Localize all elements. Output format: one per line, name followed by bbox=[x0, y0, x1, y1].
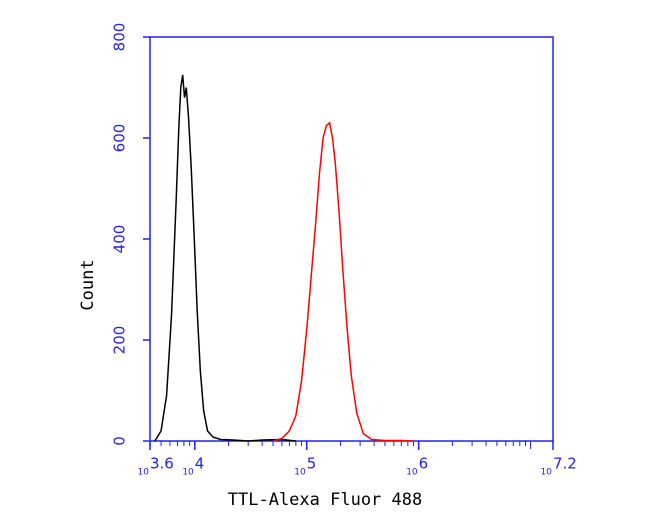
y-tick-label: 0 bbox=[111, 436, 129, 446]
x-tick-exponent: 6 bbox=[419, 455, 429, 473]
histogram-line bbox=[154, 74, 296, 442]
x-axis-title: TTL-Alexa Fluor 488 bbox=[228, 490, 422, 510]
x-tick-exponent: 7.2 bbox=[553, 455, 577, 473]
y-tick-label: 600 bbox=[111, 124, 129, 153]
x-tick-exponent: 3.6 bbox=[150, 455, 174, 473]
x-tick-base: 10 bbox=[406, 468, 418, 478]
x-tick-base: 10 bbox=[541, 468, 553, 478]
histogram-line bbox=[272, 121, 414, 442]
y-tick-label: 800 bbox=[111, 23, 129, 52]
x-tick-base: 10 bbox=[182, 468, 194, 478]
x-tick-base: 10 bbox=[138, 468, 150, 478]
y-tick-label: 400 bbox=[111, 225, 129, 254]
x-tick-base: 10 bbox=[294, 468, 306, 478]
x-tick-exponent: 4 bbox=[195, 455, 205, 473]
x-tick-exponent: 5 bbox=[307, 455, 317, 473]
y-axis-title: Count bbox=[78, 259, 98, 310]
y-tick-label: 200 bbox=[111, 326, 129, 355]
